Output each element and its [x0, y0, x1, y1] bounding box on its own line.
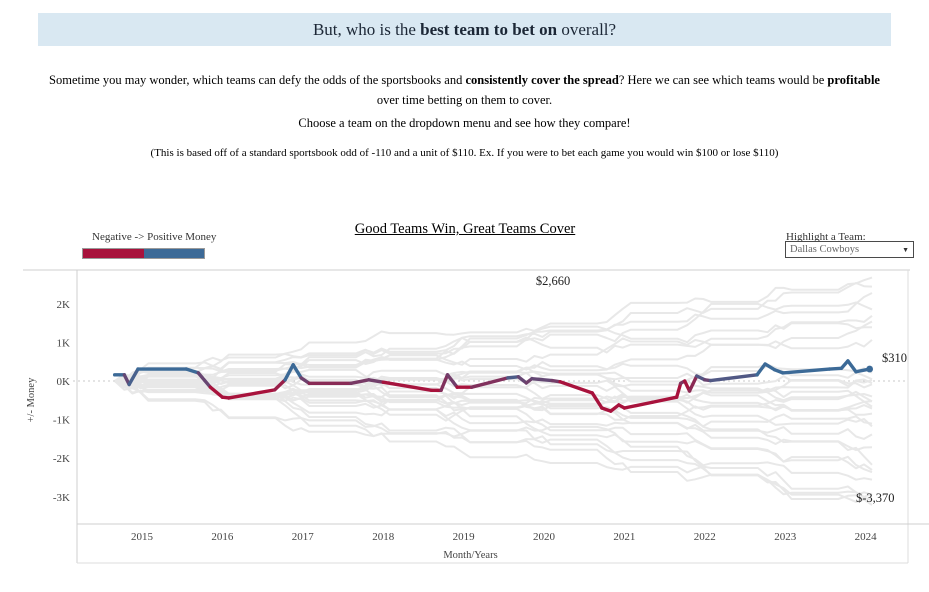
highlighted-team-line-segment[interactable] — [622, 400, 655, 410]
team-select-dropdown[interactable]: Dallas Cowboys ▼ — [785, 241, 914, 258]
y-tick-label: 2K — [57, 299, 71, 311]
background-team-line — [114, 380, 873, 501]
line-chart: 2K 1K 0K -1K -2K -3K +/- Money 2015 2016 2017 2018… — [0, 265, 929, 570]
team-select-value: Dallas Cowboys — [790, 244, 860, 255]
x-tick-label: 2021 — [613, 531, 635, 543]
highlighted-team-line-segment[interactable] — [439, 373, 450, 392]
highlighted-team-line-segment[interactable] — [687, 374, 699, 393]
x-axis-title: Month/Years — [443, 550, 497, 561]
highlighted-team-line-segment[interactable] — [445, 373, 459, 389]
header-banner: But, who is the best team to bet on over… — [38, 13, 891, 46]
highlighted-team-line-segment[interactable] — [827, 366, 844, 371]
value-annotation: $2,660 — [536, 274, 570, 288]
highlighted-team-line-segment[interactable] — [558, 380, 594, 395]
x-tick-label: 2018 — [372, 531, 395, 543]
y-tick-label: -1K — [53, 415, 70, 427]
header-text-prefix: But, who is the — [312, 20, 421, 39]
intro-text: over time betting on them to cover. — [376, 93, 553, 107]
legend-title: Negative -> Positive Money — [92, 231, 217, 243]
background-team-line — [114, 378, 873, 498]
highlighted-team-line-segment[interactable] — [590, 391, 604, 410]
highlighted-team-line-segment[interactable] — [650, 395, 679, 404]
highlighted-team-line-segment[interactable] — [381, 380, 434, 392]
background-team-line — [114, 368, 873, 403]
x-tick-label: 2022 — [694, 531, 716, 543]
chevron-down-icon: ▼ — [902, 245, 909, 254]
value-annotation: $310 — [882, 351, 907, 365]
highlighted-team-line-segment[interactable] — [349, 378, 371, 386]
intro-bold-profitable: profitable — [827, 73, 880, 87]
x-tick-label: 2016 — [211, 531, 234, 543]
highlighted-team-line-segment[interactable] — [196, 371, 213, 389]
header-text-suffix: overall? — [557, 20, 617, 39]
y-tick-label: 1K — [57, 337, 71, 349]
background-team-line — [114, 375, 873, 409]
highlighted-team-line-segment[interactable] — [367, 378, 385, 384]
value-annotation: $-3,370 — [856, 491, 895, 505]
intro-paragraph: Sometime you may wonder, which teams can… — [40, 70, 889, 110]
chart-canvas: 2K 1K 0K -1K -2K -3K +/- Money 2015 2016 2017 2018… — [23, 269, 929, 564]
background-team-line — [114, 361, 873, 386]
background-team-line — [114, 366, 873, 392]
chart-title: Good Teams Win, Great Teams Cover — [354, 221, 576, 237]
x-tick-label: 2020 — [533, 531, 556, 543]
highlighted-team-line-segment[interactable] — [227, 388, 277, 400]
y-tick-label: -3K — [53, 492, 70, 504]
highlighted-team-line-segment[interactable] — [272, 378, 287, 392]
background-team-line — [114, 339, 873, 389]
highlighted-team-line-segment[interactable] — [506, 375, 520, 380]
highlighted-team-line-segment[interactable] — [755, 362, 767, 377]
legend-color-ramp — [82, 248, 205, 259]
highlighted-team-line-segment[interactable] — [781, 367, 832, 375]
highlight-team-label: Highlight a Team: — [786, 231, 866, 243]
legend-negative-swatch — [83, 249, 144, 258]
highlighted-team-line-segment[interactable] — [127, 367, 140, 387]
background-team-line — [114, 315, 873, 382]
highlighted-team-line-segment[interactable] — [291, 363, 303, 380]
y-tick-label: 0K — [57, 376, 71, 388]
background-team-line — [114, 374, 873, 440]
intro-text: ? Here we can see which teams would be — [618, 73, 828, 87]
x-tick-label: 2024 — [855, 531, 878, 543]
highlighted-team-line-segment[interactable] — [674, 381, 683, 399]
y-axis-title: +/- Money — [26, 377, 37, 422]
highlighted-team-line-segment[interactable] — [763, 362, 777, 372]
highlighted-team-line-segment[interactable] — [283, 363, 295, 382]
highlighted-line-endpoint[interactable] — [866, 365, 874, 373]
intro-bold-cover-spread: consistently cover the spread — [465, 73, 619, 87]
highlighted-team-line-segment[interactable] — [846, 359, 858, 374]
highlighted-team-line-segment[interactable] — [184, 367, 200, 375]
background-team-line — [114, 378, 873, 466]
highlighted-team-line-segment[interactable] — [708, 373, 759, 383]
intro-text: Sometime you may wonder, which teams can… — [49, 73, 466, 87]
legend-positive-swatch — [143, 249, 204, 258]
choose-team-instruction: Choose a team on the dropdown menu and s… — [298, 116, 631, 130]
x-tick-label: 2015 — [131, 531, 154, 543]
y-tick-label: -2K — [53, 453, 70, 465]
header-text-bold: best team to bet on — [420, 20, 558, 39]
highlighted-team-line-segment[interactable] — [469, 376, 510, 389]
odds-disclaimer: (This is based off of a standard sportsb… — [150, 147, 779, 159]
x-tick-label: 2017 — [292, 531, 315, 543]
highlighted-team-line-segment[interactable] — [530, 376, 554, 383]
x-tick-label: 2023 — [774, 531, 797, 543]
x-tick-label: 2019 — [453, 531, 476, 543]
highlighted-team-line-segment[interactable] — [208, 385, 225, 399]
background-team-line — [114, 282, 873, 382]
